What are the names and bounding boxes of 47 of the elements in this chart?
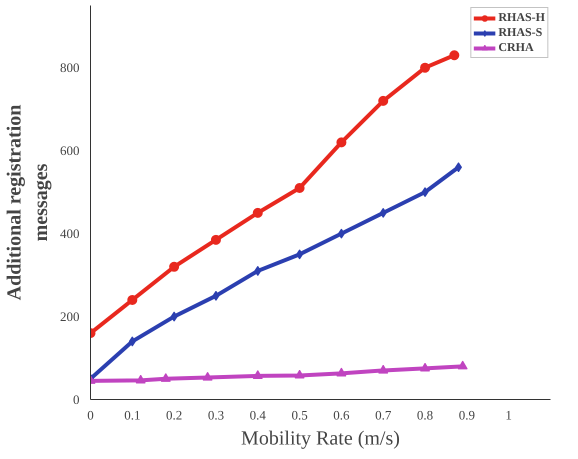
- x-tick-label: 0.1: [124, 408, 140, 422]
- x-tick-label: 0.7: [375, 408, 392, 422]
- point: [127, 294, 138, 305]
- legend-label: RHAS-S: [498, 25, 542, 40]
- point: [210, 234, 221, 245]
- legend-label: RHAS-H: [498, 10, 545, 25]
- x-axis-title: Mobility Rate (m/s): [241, 428, 400, 450]
- x-tick-label: 0.2: [166, 408, 182, 422]
- point: [336, 368, 346, 376]
- y-tick-label: 400: [60, 226, 80, 242]
- point: [212, 290, 220, 301]
- point: [420, 62, 430, 73]
- x-tick-label: 0.8: [416, 408, 434, 422]
- x-tick-label: 1: [505, 408, 512, 422]
- point: [422, 187, 429, 198]
- point: [170, 312, 178, 322]
- x-tick-label: 0.9: [458, 408, 475, 422]
- y-tick-label: 0: [73, 392, 80, 407]
- point: [254, 266, 262, 276]
- point: [169, 262, 180, 272]
- point: [449, 50, 460, 60]
- point: [202, 372, 213, 381]
- point: [380, 208, 387, 218]
- x-tick-label: 0.6: [333, 408, 350, 422]
- y-tick-label: 200: [60, 309, 80, 324]
- point: [338, 228, 345, 239]
- x-tick-label: 0.5: [291, 408, 308, 422]
- point: [160, 373, 171, 382]
- point: [296, 249, 304, 260]
- legend-label: CRHA: [498, 40, 534, 55]
- x-tick-label: 0.3: [208, 408, 224, 422]
- point: [458, 360, 468, 370]
- y-tick-label: 600: [60, 143, 80, 158]
- point: [378, 96, 388, 106]
- x-tick-label: 0: [87, 408, 94, 422]
- y-tick-label: 800: [60, 60, 80, 76]
- point: [420, 362, 430, 372]
- y-axis-title: Additional registration messages: [4, 104, 52, 300]
- x-tick-label: 0.4: [250, 408, 266, 422]
- point: [336, 137, 346, 148]
- point: [378, 364, 388, 374]
- point: [294, 182, 305, 193]
- point: [252, 370, 263, 379]
- point: [128, 336, 136, 346]
- point: [294, 370, 305, 379]
- point: [252, 208, 263, 218]
- point: [136, 374, 146, 384]
